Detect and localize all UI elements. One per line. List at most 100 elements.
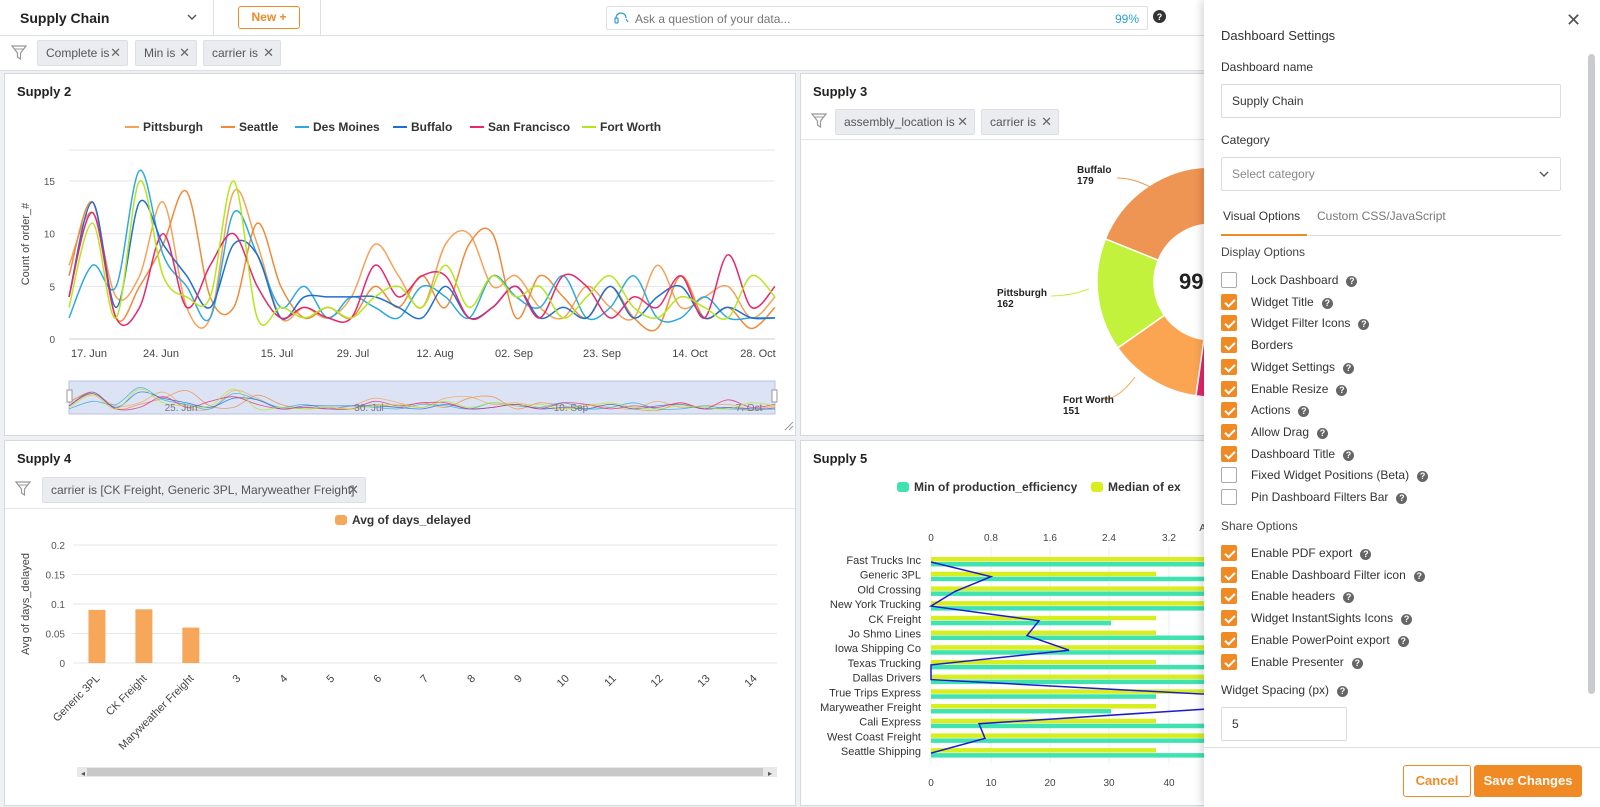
widget-filter-bar: assembly_location is ✕ carrier is ✕: [801, 104, 1209, 140]
checkbox[interactable]: [1221, 402, 1237, 419]
widget-supply-4[interactable]: Supply 4 carrier is [CK Freight, Generic…: [4, 440, 796, 806]
help-icon[interactable]: ?: [1337, 686, 1349, 697]
option-label: Allow Drag?: [1251, 424, 1329, 439]
close-icon[interactable]: ✕: [179, 45, 190, 60]
help-icon[interactable]: ?: [1343, 592, 1355, 604]
widget-supply-3[interactable]: Supply 3 assembly_location is ✕ carrier i…: [800, 73, 1210, 436]
bar-median: [931, 557, 1209, 562]
filter-chip-label: carrier is: [212, 46, 259, 60]
x-tick-label: 14: [743, 673, 760, 690]
pie-slice: [1096, 237, 1166, 350]
legend-label: Min of production_efficiency: [914, 480, 1078, 494]
checkbox[interactable]: [1221, 315, 1237, 332]
widget-spacing-input[interactable]: 5: [1221, 707, 1347, 741]
checkbox[interactable]: [1221, 423, 1237, 440]
filter-icon[interactable]: [811, 112, 827, 130]
widget-supply-5[interactable]: Supply 5 Min of production_efficiency Med…: [800, 440, 1210, 806]
help-icon[interactable]: ?: [1351, 657, 1363, 669]
close-icon[interactable]: ✕: [957, 114, 968, 129]
x-tick-label: 28. Oct: [740, 348, 775, 360]
close-icon[interactable]: ✕: [1041, 114, 1052, 129]
tab-custom-css[interactable]: Custom CSS/JavaScript: [1317, 209, 1446, 223]
help-icon[interactable]: ?: [1343, 449, 1355, 461]
dashboard-name: Supply Chain: [20, 10, 110, 26]
y-tick-label: 10: [44, 230, 56, 241]
active-tab-indicator: [1221, 234, 1307, 236]
checkbox[interactable]: [1221, 653, 1237, 670]
help-icon[interactable]: ?: [1317, 427, 1329, 439]
x-tick-label: 10: [555, 673, 572, 690]
x-tick-label: 13: [696, 673, 713, 690]
help-icon[interactable]: ?: [1336, 384, 1348, 396]
widget-supply-2[interactable]: Supply 2 Pittsburgh Seattle Des Moines Buff…: [4, 73, 796, 436]
legend-label: Buffalo: [411, 120, 452, 134]
filter-chip-assembly-location[interactable]: assembly_location is ✕: [835, 109, 975, 135]
tab-visual-options[interactable]: Visual Options: [1223, 209, 1301, 223]
filter-chip-carrier[interactable]: carrier is ✕: [203, 40, 281, 66]
help-icon[interactable]: ?: [1343, 362, 1355, 374]
series-line: [68, 189, 776, 332]
help-icon[interactable]: ?: [1401, 614, 1413, 626]
help-icon[interactable]: ?: [1298, 406, 1310, 418]
x-tick-label: 24. Jun: [143, 348, 179, 360]
checkbox[interactable]: [1221, 467, 1237, 484]
help-icon[interactable]: ?: [1397, 635, 1409, 647]
bar-median: [931, 704, 1156, 709]
slice-label-value: 162: [997, 299, 1014, 310]
checkbox[interactable]: [1221, 610, 1237, 627]
close-icon[interactable]: ✕: [263, 45, 274, 60]
checkbox[interactable]: [1221, 272, 1237, 288]
slice-label-name: Pittsburgh: [997, 288, 1047, 299]
checkbox[interactable]: [1221, 566, 1237, 583]
help-icon[interactable]: ?: [1321, 297, 1333, 309]
filter-icon[interactable]: [15, 480, 31, 498]
help-icon[interactable]: ?: [1417, 471, 1429, 483]
cancel-button[interactable]: Cancel: [1403, 765, 1471, 797]
bottom-axis-tick: 30: [1103, 778, 1115, 789]
filter-chip-min[interactable]: Min is ✕: [135, 40, 197, 66]
help-icon[interactable]: ?: [1358, 319, 1370, 331]
scrollbar[interactable]: [1588, 54, 1595, 694]
category-select[interactable]: Select category: [1221, 157, 1561, 191]
checkbox[interactable]: [1221, 337, 1237, 354]
x-tick-label: 17. Jun: [71, 348, 107, 360]
option-label: Lock Dashboard?: [1251, 273, 1358, 287]
option-label-text: Enable PDF export: [1251, 546, 1353, 560]
top-axis-tick: 2.4: [1102, 533, 1116, 544]
legend-label: Fort Worth: [600, 120, 661, 134]
checkbox[interactable]: [1221, 380, 1237, 397]
checkbox[interactable]: [1221, 445, 1237, 462]
filter-chip-carrier[interactable]: carrier is [CK Freight, Generic 3PL, Mar…: [42, 477, 366, 503]
y-axis-label: Count of order_#: [20, 202, 32, 285]
help-icon[interactable]: ?: [1396, 493, 1408, 504]
legend-swatch: [1091, 482, 1103, 492]
checkbox[interactable]: [1221, 588, 1237, 605]
bar: [135, 609, 153, 663]
option-label: Borders: [1251, 338, 1293, 352]
help-icon[interactable]: ?: [1346, 276, 1358, 287]
checkbox[interactable]: [1221, 293, 1237, 310]
checkbox[interactable]: [1221, 358, 1237, 375]
widget-spacing-label: Widget Spacing (px)?: [1221, 683, 1349, 697]
ask-question-input[interactable]: Ask a question of your data... 99%: [606, 6, 1148, 30]
category-label: Texas Trucking: [848, 658, 921, 670]
close-icon[interactable]: ✕: [1566, 10, 1582, 30]
help-icon[interactable]: ?: [1153, 10, 1166, 23]
save-changes-button[interactable]: Save Changes: [1474, 765, 1582, 797]
slice-label-value: 151: [1063, 406, 1080, 417]
close-icon[interactable]: ✕: [348, 482, 359, 497]
dashboard-name-field[interactable]: Supply Chain: [1221, 84, 1561, 118]
filter-icon[interactable]: [11, 44, 27, 62]
close-icon[interactable]: ✕: [110, 45, 121, 60]
new-button[interactable]: New +: [238, 6, 300, 29]
option-label-text: Allow Drag: [1251, 424, 1310, 439]
checkbox[interactable]: [1221, 489, 1237, 505]
filter-chip-complete[interactable]: Complete is ✕: [37, 40, 128, 66]
checkbox[interactable]: [1221, 545, 1237, 561]
filter-chip-carrier[interactable]: carrier is ✕: [981, 109, 1059, 135]
help-icon[interactable]: ?: [1360, 549, 1372, 560]
help-icon[interactable]: ?: [1413, 570, 1425, 582]
bar-min-efficiency: [931, 694, 1156, 699]
dashboard-selector[interactable]: Supply Chain: [0, 0, 214, 36]
checkbox[interactable]: [1221, 631, 1237, 648]
